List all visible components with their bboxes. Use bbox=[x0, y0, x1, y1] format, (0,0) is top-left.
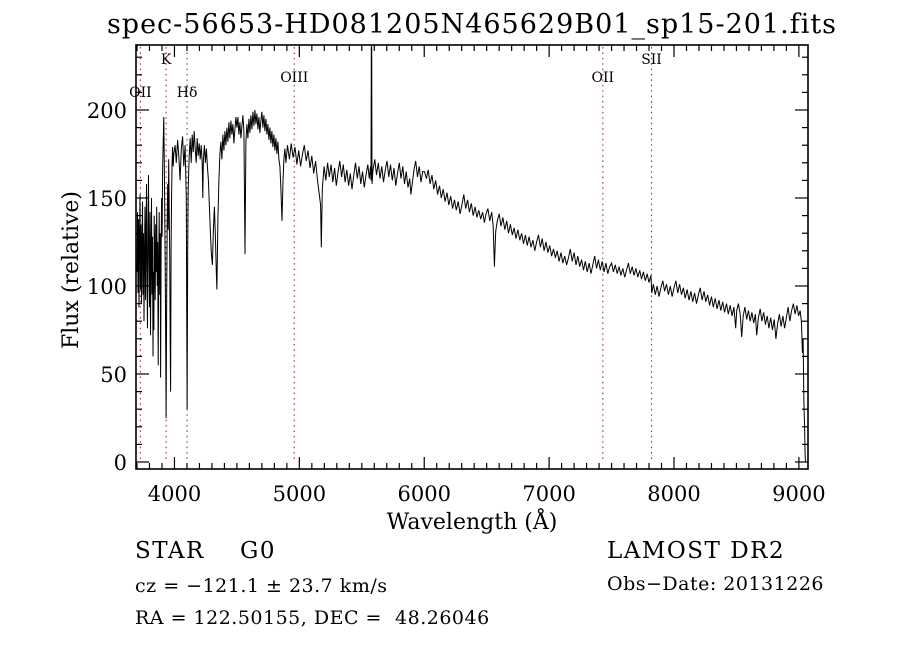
x-tick-label: 4000 bbox=[148, 482, 201, 506]
cz-value: cz = −121.1 ± 23.7 km/s bbox=[135, 575, 388, 597]
x-tick-label: 8000 bbox=[647, 482, 700, 506]
survey-label: LAMOST DR2 bbox=[607, 538, 785, 564]
y-tick-label: 0 bbox=[114, 451, 127, 475]
x-tick-label: 6000 bbox=[398, 482, 451, 506]
axis-ticks-group bbox=[136, 45, 808, 469]
y-tick-label: 150 bbox=[87, 187, 127, 211]
feature-label: SII bbox=[641, 52, 662, 68]
obs-date: Obs−Date: 20131226 bbox=[607, 573, 824, 595]
ra-dec: RA = 122.50155, DEC = 48.26046 bbox=[135, 607, 490, 629]
feature-label: OIII bbox=[280, 70, 308, 86]
spectrum-curve-group bbox=[136, 46, 806, 463]
tick-labels-group: 4000 5000 6000 7000 8000 9000 0 50 100 150 200 bbox=[87, 99, 826, 506]
plot-frame bbox=[135, 44, 809, 470]
feature-label: OII bbox=[592, 70, 615, 86]
y-tick-label: 100 bbox=[87, 275, 127, 299]
x-tick-label: 5000 bbox=[273, 482, 326, 506]
feature-label: Hδ bbox=[177, 85, 198, 101]
feature-label: K bbox=[161, 52, 172, 68]
y-axis-label: Flux (relative) bbox=[59, 191, 84, 349]
x-axis-label: Wavelength (Å) bbox=[387, 507, 558, 535]
x-tick-label: 9000 bbox=[772, 482, 825, 506]
plot-title: spec-56653-HD081205N465629B01_sp15-201.f… bbox=[107, 9, 837, 40]
y-tick-label: 200 bbox=[87, 99, 127, 123]
y-tick-label: 50 bbox=[100, 363, 127, 387]
x-tick-label: 7000 bbox=[522, 482, 575, 506]
object-class-label: STAR G0 bbox=[135, 538, 276, 564]
spectrum-curve bbox=[136, 46, 806, 463]
